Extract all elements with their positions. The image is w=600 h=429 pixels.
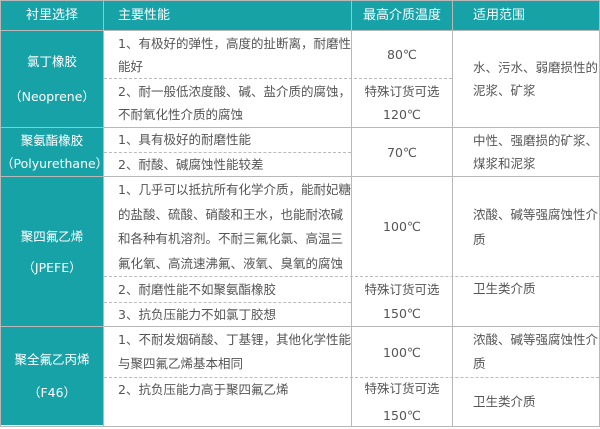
divider	[103, 1, 104, 426]
header-max-temp: 最高介质温度	[352, 1, 452, 30]
temp: 70℃	[387, 144, 417, 160]
lining-f46: 聚全氟乙丙烯 （F46）	[1, 327, 103, 425]
property: 1、有极好的弹性，高度的扯断离，耐磨性能好	[118, 36, 351, 74]
temp: 80℃	[387, 47, 417, 62]
lining-code: （Polyurethane）	[1, 156, 109, 171]
dashed-divider	[104, 302, 351, 303]
lining-name: 聚全氟乙丙烯	[14, 352, 90, 367]
dashed-divider	[104, 152, 351, 153]
temp-special-value: 150℃	[383, 407, 421, 423]
property: 2、耐磨性能不如聚氨酯橡胶	[118, 282, 276, 297]
divider	[1, 326, 599, 327]
property: 3、抗负压能力不如氯丁胶想	[118, 307, 276, 322]
lining-ptfe: 聚四氟乙烯 （JPEFE）	[1, 177, 103, 326]
divider	[1, 30, 599, 31]
lining-polyurethane: 聚氨酯橡胶 （Polyurethane）	[1, 128, 109, 176]
property: 2、耐酸、碱腐蚀性能较差	[118, 157, 264, 172]
dashed-divider	[104, 78, 452, 79]
divider	[1, 127, 599, 128]
header-scope: 适用范围	[453, 1, 599, 30]
temp-special: 特殊订货可选 120℃	[352, 79, 452, 127]
property: 2、耐一般低浓度酸、碱、盐介质的腐蚀，不耐氧化性介质的腐蚀	[118, 84, 351, 122]
scope: 浓酸、碱等强腐蚀性介质	[473, 332, 599, 371]
temp-special-label: 特殊订货可选	[364, 281, 440, 297]
divider	[1, 176, 599, 177]
temp-special-label: 特殊订货可选	[364, 380, 440, 396]
lining-code: （F46）	[27, 385, 77, 400]
header-properties: 主要性能	[104, 1, 351, 30]
property: 2、抗负压能力高于聚四氟乙烯	[118, 382, 289, 397]
temp: 100℃	[383, 219, 421, 234]
dashed-divider	[104, 377, 599, 378]
temp-special: 特殊订货可选 150℃	[352, 277, 452, 326]
scope: 浓酸、碱等强腐蚀性介质	[473, 206, 599, 247]
scope: 卫生类介质	[473, 394, 536, 409]
lining-code: （JPEFE）	[22, 259, 82, 275]
lining-code: （Neoprene）	[9, 89, 95, 104]
dashed-divider	[104, 276, 599, 277]
temp-special-value: 120℃	[383, 107, 421, 122]
lining-name: 氯丁橡胶	[26, 54, 77, 69]
property: 1、不耐发烟硝酸、丁基锂，其他化学性能与聚四氟乙烯基本相同	[118, 332, 351, 371]
lining-neoprene: 氯丁橡胶 （Neoprene）	[1, 31, 103, 127]
temp-special: 特殊订货可选 150℃	[352, 378, 452, 425]
temp: 100℃	[383, 344, 421, 360]
scope: 卫生类介质	[473, 281, 536, 296]
lining-name: 聚四氟乙烯	[20, 228, 84, 244]
scope: 中性、强磨损的矿浆、煤浆和泥浆	[473, 133, 599, 171]
header-lining: 衬里选择	[1, 1, 103, 30]
property: 1、几乎可以抵抗所有化学介质，能耐妃糖的盐酸、硫酸、硝酸和王水，也能耐浓碱和各种…	[118, 182, 351, 271]
lining-name: 聚氨酯橡胶	[20, 133, 84, 148]
property: 1、具有极好的耐磨性能	[118, 132, 251, 147]
scope: 水、污水、弱磨损性的泥浆、矿浆	[473, 60, 599, 98]
temp-special-label: 特殊订货可选	[364, 84, 440, 99]
temp-special-value: 150℃	[383, 305, 421, 321]
divider	[351, 1, 352, 426]
divider	[452, 1, 453, 426]
